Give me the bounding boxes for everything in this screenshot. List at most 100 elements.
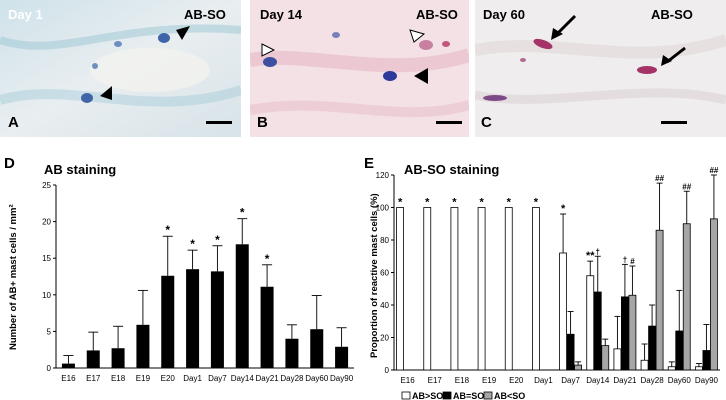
panel-a-letter: A bbox=[8, 114, 19, 131]
bar bbox=[235, 244, 249, 368]
bar bbox=[423, 207, 432, 371]
bar bbox=[260, 286, 274, 368]
panel-d-letter: D bbox=[4, 155, 15, 172]
panel-a-stain: AB-SO bbox=[184, 7, 226, 22]
x-tick-label: Day60 bbox=[668, 376, 692, 385]
significance-marker: † bbox=[623, 255, 627, 264]
bar bbox=[566, 333, 575, 371]
x-tick-label: E18 bbox=[455, 376, 470, 385]
significance-marker: * bbox=[265, 252, 270, 266]
chart-e-title: AB-SO staining bbox=[404, 162, 499, 177]
panel-b-letter: B bbox=[257, 114, 268, 131]
bar bbox=[640, 359, 649, 371]
scale-bar bbox=[661, 121, 687, 124]
open-arrowhead-icon bbox=[409, 29, 426, 43]
bar bbox=[61, 363, 75, 368]
micrograph-panel-b: Day 14 AB-SO B bbox=[250, 0, 469, 137]
bar bbox=[628, 294, 637, 371]
significance-marker: * bbox=[190, 237, 195, 251]
legend-swatch-ab-eq-so bbox=[442, 391, 452, 400]
bar bbox=[675, 330, 684, 371]
scale-bar bbox=[206, 121, 232, 124]
significance-marker: ## bbox=[682, 182, 691, 191]
bar bbox=[613, 348, 622, 371]
x-tick-label: Day7 bbox=[208, 374, 227, 383]
arrowhead-icon bbox=[176, 26, 190, 40]
x-tick-label: E17 bbox=[86, 374, 101, 383]
bar bbox=[335, 346, 349, 368]
significance-marker: * bbox=[507, 197, 512, 209]
legend-label-ab-gt-so: AB>SO bbox=[412, 391, 443, 400]
micrograph-c-image bbox=[475, 0, 726, 137]
bar bbox=[310, 329, 324, 368]
x-tick-label: E18 bbox=[111, 374, 126, 383]
panel-b-day: Day 14 bbox=[260, 7, 302, 22]
x-tick-label: E20 bbox=[161, 374, 176, 383]
chart-d: 0 5 10 15 20 25 E16 E17 E18 E19 * E20 * Day1 * Day7 * Day… bbox=[42, 181, 354, 383]
y-tick-label: 25 bbox=[42, 181, 51, 190]
bar bbox=[574, 364, 582, 371]
micrograph-a-image bbox=[0, 0, 241, 137]
x-tick-label: Day28 bbox=[280, 374, 304, 383]
bar bbox=[621, 296, 629, 371]
y-tick-label: 15 bbox=[42, 254, 51, 263]
micrograph-panel-c: Day 60 AB-SO C bbox=[475, 0, 726, 137]
x-tick-label: Day90 bbox=[330, 374, 354, 383]
arrowhead-icon bbox=[414, 68, 428, 84]
bar bbox=[695, 366, 703, 371]
bar bbox=[161, 275, 175, 368]
chart-e: 0 20 40 60 80 100 120 * E16 * E17 * E18 * E19 * E20 * Day1… bbox=[376, 166, 720, 385]
bar bbox=[586, 275, 595, 371]
panel-c-letter: C bbox=[481, 114, 492, 131]
bar bbox=[702, 350, 711, 371]
y-tick-label: 60 bbox=[380, 269, 389, 278]
x-tick-label: Day14 bbox=[586, 376, 610, 385]
bar bbox=[285, 338, 299, 368]
significance-marker: ** bbox=[586, 250, 595, 262]
bar bbox=[593, 291, 602, 371]
chart-e-legend: AB>SO AB=SO AB<SO bbox=[401, 391, 525, 400]
significance-marker: * bbox=[479, 197, 484, 209]
bar bbox=[601, 345, 610, 371]
open-arrowhead-icon bbox=[261, 43, 276, 57]
chart-d-title: AB staining bbox=[44, 162, 116, 177]
chart-d-ylabel: Number of AB+ mast cells / mm² bbox=[8, 204, 19, 350]
y-tick-label: 10 bbox=[42, 291, 51, 300]
x-tick-label: Day21 bbox=[613, 376, 637, 385]
bar bbox=[710, 218, 718, 371]
x-tick-label: E20 bbox=[509, 376, 524, 385]
scale-bar bbox=[436, 121, 462, 124]
arrowhead-icon bbox=[661, 55, 672, 66]
y-tick-label: 80 bbox=[380, 236, 389, 245]
panel-e-letter: E bbox=[364, 155, 374, 172]
legend-label-ab-lt-so: AB<SO bbox=[494, 391, 525, 400]
x-tick-label: Day90 bbox=[695, 376, 719, 385]
x-tick-label: E16 bbox=[400, 376, 415, 385]
bar bbox=[477, 207, 486, 371]
x-tick-label: Day21 bbox=[256, 374, 280, 383]
bar bbox=[504, 207, 513, 371]
arrowhead-icon bbox=[100, 86, 112, 100]
x-tick-label: E19 bbox=[136, 374, 151, 383]
significance-marker: * bbox=[534, 197, 539, 209]
bar bbox=[559, 252, 567, 371]
significance-marker: ## bbox=[709, 166, 718, 175]
y-tick-label: 40 bbox=[380, 301, 389, 310]
x-tick-label: Day28 bbox=[641, 376, 665, 385]
micrograph-b-image bbox=[250, 0, 469, 137]
bar bbox=[396, 207, 404, 371]
chart-e-ylabel: Proportion of reactive mast cells (%) bbox=[369, 193, 380, 358]
bar bbox=[682, 223, 691, 371]
x-tick-label: E17 bbox=[428, 376, 443, 385]
significance-marker: * bbox=[425, 197, 430, 209]
y-tick-label: 0 bbox=[47, 364, 52, 373]
x-tick-label: E19 bbox=[482, 376, 497, 385]
y-tick-label: 5 bbox=[47, 327, 52, 336]
charts-canvas: D AB staining Number of AB+ mast cells /… bbox=[4, 155, 720, 400]
bar bbox=[667, 366, 676, 371]
y-tick-label: 20 bbox=[380, 334, 389, 343]
panel-b-stain: AB-SO bbox=[416, 7, 458, 22]
y-tick-label: 0 bbox=[385, 366, 390, 375]
significance-marker: * bbox=[561, 203, 566, 215]
significance-marker: * bbox=[215, 233, 220, 247]
